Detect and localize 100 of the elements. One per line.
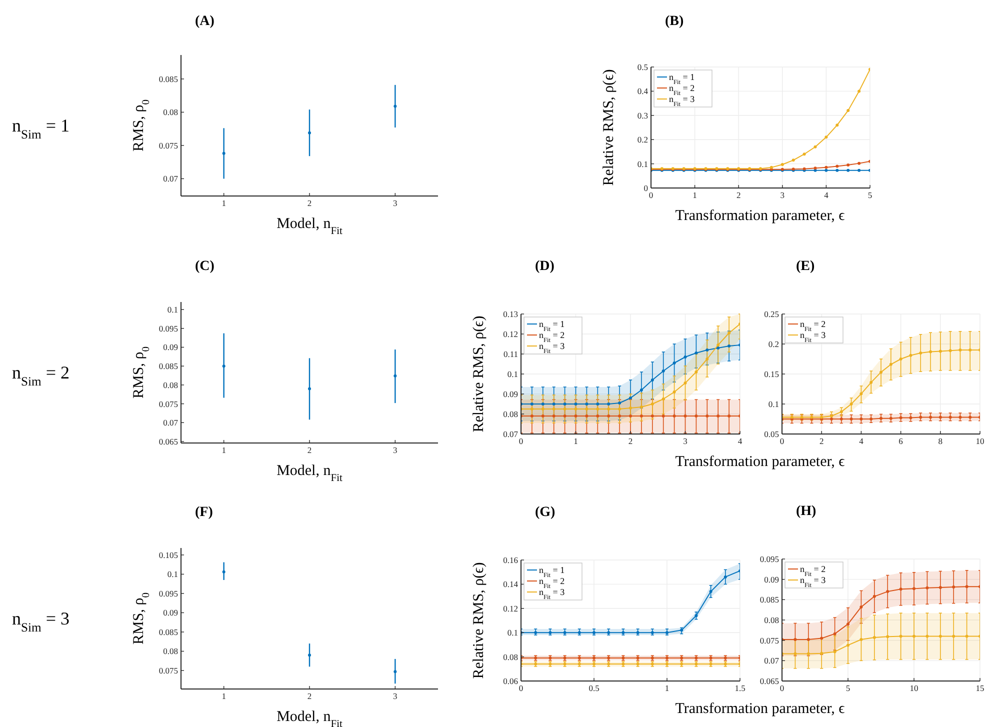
x-tick-label: 15 [976, 683, 984, 693]
legend-label: n$_{Fit}$ = 2 [669, 83, 695, 96]
chart-title: (E) [796, 259, 815, 274]
y-tick-label: 0.1 [637, 158, 648, 169]
x-tick-label: 1 [222, 445, 226, 455]
x-tick-label: 4 [738, 436, 743, 446]
y-tick-label: 0.095 [158, 588, 178, 598]
legend-label: n$_{Fit}$ = 2 [800, 319, 826, 332]
x-axis-title: Model, n$_{Fit}$ [276, 463, 342, 484]
y-tick-label: 0.095 [158, 323, 178, 334]
y-tick-label: 0.2 [768, 339, 779, 349]
legend-label: n$_{Fit}$ = 2 [800, 564, 826, 578]
x-tick-label: 3 [393, 198, 398, 208]
y-tick-label: 0.5 [637, 62, 648, 72]
legend-label: n$_{Fit}$ = 3 [669, 94, 696, 108]
x-tick-label: 2 [628, 436, 633, 446]
legend-label: n$_{Fit}$ = 3 [800, 575, 826, 588]
legend-label: n$_{Fit}$ = 3 [539, 587, 566, 600]
y-tick-label: 0.065 [158, 436, 178, 446]
y-tick-label: 0.065 [760, 676, 779, 686]
x-tick-label: 2 [307, 445, 312, 455]
legend-label: n$_{Fit}$ = 1 [539, 319, 565, 332]
y-tick-label: 0.1 [167, 304, 178, 315]
y-tick-label: 0.08 [503, 409, 518, 419]
y-tick-label: 0.09 [503, 389, 518, 399]
y-tick-label: 0.08 [163, 107, 178, 118]
y-tick-label: 0.12 [503, 329, 518, 339]
y-tick-label: 0.09 [764, 574, 779, 584]
y-tick-label: 0.14 [503, 579, 519, 590]
x-tick-label: 1.5 [734, 683, 746, 693]
x-tick-label: 2 [736, 190, 741, 200]
legend-label: n$_{Fit}$ = 3 [800, 330, 826, 344]
x-axis-title: Transformation parameter, ϵ [675, 208, 845, 224]
x-tick-label: 0.5 [588, 683, 600, 693]
x-tick-label: 6 [898, 436, 903, 446]
y-tick-label: 0.085 [158, 74, 178, 84]
y-tick-label: 0.4 [637, 86, 649, 96]
chart-title: (A) [195, 14, 215, 29]
y-tick-label: 0.12 [503, 603, 518, 614]
y-tick-label: 0.07 [163, 418, 178, 428]
legend-label: n$_{Fit}$ = 3 [539, 341, 566, 354]
x-tick-label: 2 [307, 691, 312, 701]
x-tick-label: 1 [692, 190, 697, 200]
y-tick-label: 0.07 [764, 656, 779, 666]
y-tick-label: 0.16 [503, 555, 518, 565]
y-tick-label: 0.085 [158, 626, 178, 637]
y-tick-label: 0.075 [158, 140, 178, 150]
y-axis-title: Relative RMS, ρ(ϵ) [471, 316, 487, 432]
x-axis-title: Transformation parameter, ϵ [675, 454, 845, 470]
y-tick-label: 0.105 [158, 550, 178, 560]
text: n$_{Sim}$ = 1 [12, 116, 70, 142]
x-axis-title: Model, n$_{Fit}$ [276, 216, 342, 236]
x-tick-label: 3 [393, 691, 398, 701]
x-tick-label: 1 [664, 683, 670, 693]
x-tick-label: 10 [910, 683, 918, 693]
y-tick-label: 0.07 [503, 429, 518, 439]
x-tick-label: 3 [683, 436, 688, 446]
y-tick-label: 0.075 [760, 635, 779, 646]
y-tick-label: 0.11 [503, 349, 518, 359]
chart-title: (D) [535, 259, 555, 274]
legend-label: n$_{Fit}$ = 1 [669, 72, 695, 86]
chart-title: (H) [796, 504, 817, 519]
x-tick-label: 1 [574, 436, 578, 446]
y-tick-label: 0.095 [760, 554, 779, 564]
text: n$_{Sim}$ = 2 [12, 362, 70, 388]
x-axis-title: Transformation parameter, ϵ [675, 701, 845, 717]
y-tick-label: 0.075 [158, 666, 178, 676]
y-tick-label: 0.1 [507, 628, 518, 638]
chart-title: (G) [535, 505, 556, 520]
y-tick-label: 0.09 [163, 342, 178, 352]
text: n$_{Sim}$ = 3 [12, 608, 70, 634]
chart-title: (B) [665, 14, 684, 29]
legend-label: n$_{Fit}$ = 2 [539, 576, 565, 590]
y-tick-label: 0.1 [768, 399, 779, 409]
y-tick-label: 0.08 [163, 646, 178, 656]
x-tick-label: 8 [938, 436, 943, 446]
x-tick-label: 5 [846, 683, 850, 693]
x-axis-title: Model, n$_{Fit}$ [276, 709, 342, 727]
y-tick-label: 0.08 [163, 380, 178, 390]
y-tick-label: 0.07 [163, 174, 178, 184]
x-tick-label: 2 [307, 198, 312, 208]
legend-label: n$_{Fit}$ = 2 [539, 330, 565, 344]
x-tick-label: 2 [819, 436, 824, 446]
x-tick-label: 1 [222, 691, 226, 701]
chart-title: (C) [195, 259, 215, 274]
x-tick-label: 1 [222, 198, 226, 208]
y-tick-label: 0.05 [764, 429, 779, 439]
y-tick-label: 0.1 [167, 569, 178, 580]
y-tick-label: 0.06 [503, 676, 518, 686]
x-tick-label: 10 [976, 436, 984, 446]
x-tick-label: 4 [824, 190, 830, 200]
y-tick-label: 0.08 [764, 615, 779, 625]
y-axis-title: Relative RMS, ρ(ϵ) [601, 69, 617, 186]
y-tick-label: 0.25 [764, 309, 779, 319]
y-axis-title: Relative RMS, ρ(ϵ) [471, 562, 487, 679]
legend-label: n$_{Fit}$ = 1 [539, 565, 565, 578]
y-tick-label: 0.085 [158, 361, 178, 372]
y-tick-label: 0.085 [760, 594, 779, 605]
y-tick-label: 0.3 [637, 110, 648, 120]
y-tick-label: 0.15 [764, 369, 779, 379]
